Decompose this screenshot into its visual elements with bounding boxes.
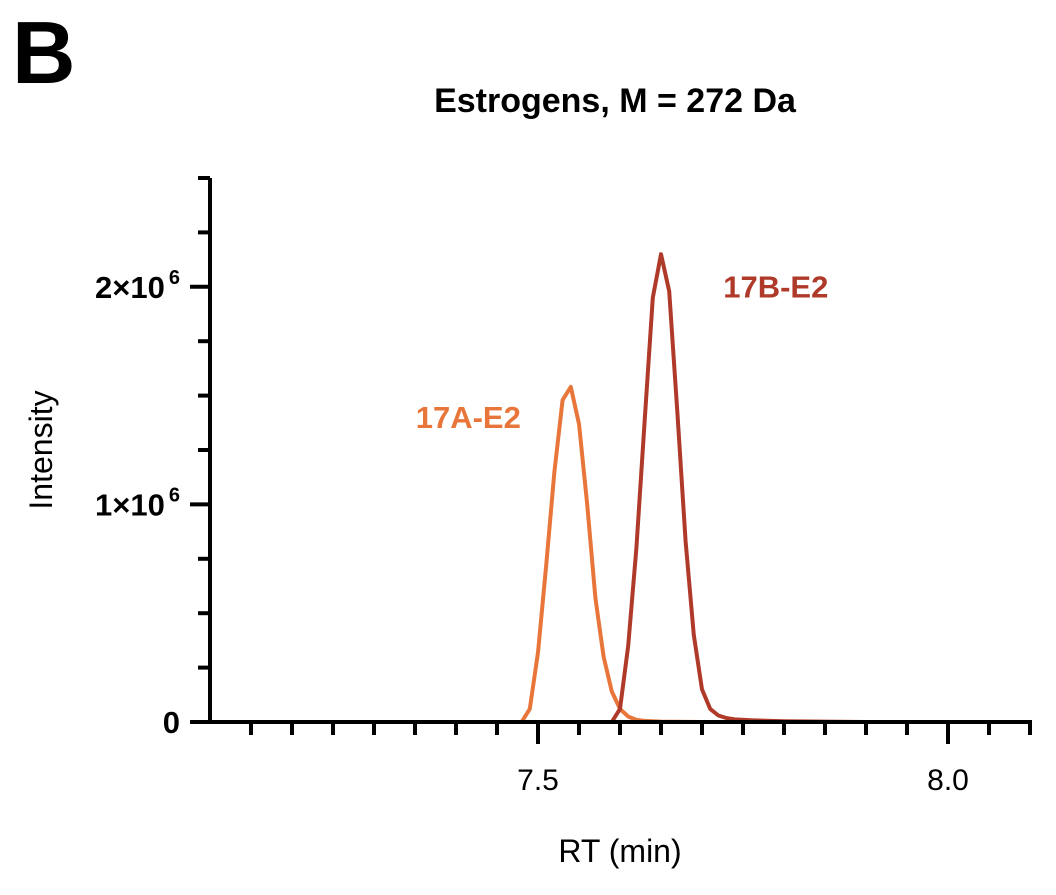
y-axis-label: Intensity: [23, 390, 59, 509]
y-tick-label: 1×10 6: [95, 484, 180, 522]
y-tick-label: 2×10 6: [95, 267, 180, 305]
y-tick-label: 0: [163, 705, 180, 740]
chart-title: Estrogens, M = 272 Da: [434, 82, 797, 120]
panel-letter: B: [12, 3, 76, 102]
series-label: 17B-E2: [723, 270, 828, 305]
series-line-17a-e2: [208, 384, 934, 724]
series-label: 17A-E2: [416, 400, 521, 435]
tick-marks: [190, 176, 1032, 744]
series-lines: [208, 252, 934, 724]
axes: [208, 178, 1032, 724]
x-tick-label: 8.0: [927, 764, 969, 797]
series-line-17b-e2: [208, 252, 934, 724]
x-axis-label: RT (min): [558, 833, 681, 869]
x-tick-label: 7.5: [517, 764, 559, 797]
tick-labels: 7.5 8.0 0 1×10 6 2×10 6 17A-E2 17B-E2: [95, 267, 969, 797]
